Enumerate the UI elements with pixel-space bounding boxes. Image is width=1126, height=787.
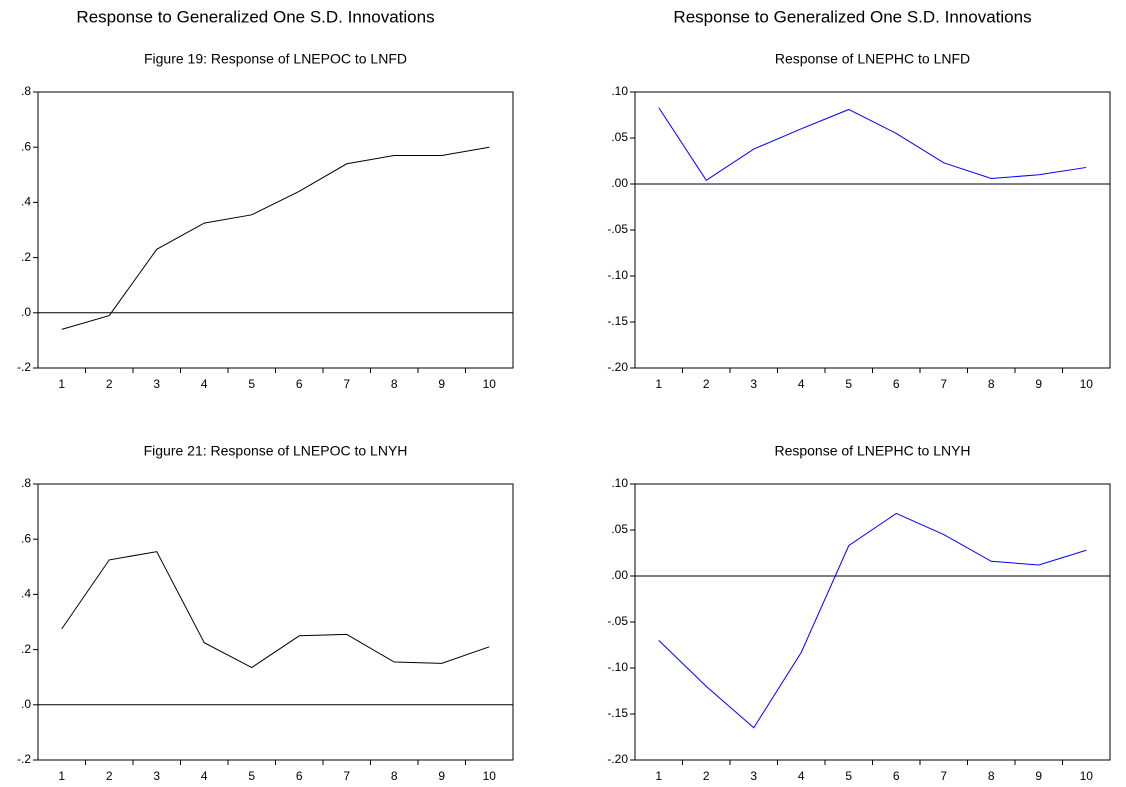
x-tick-label: 9 bbox=[1035, 769, 1042, 783]
y-tick-label: -.15 bbox=[607, 314, 628, 328]
x-tick-label: 9 bbox=[1035, 377, 1042, 391]
x-tick-label: 4 bbox=[201, 769, 208, 783]
y-tick-label: .6 bbox=[21, 531, 31, 545]
x-tick-label: 5 bbox=[845, 377, 852, 391]
line-series bbox=[658, 107, 1087, 182]
suptitle: Response to Generalized One S.D. Innovat… bbox=[76, 7, 434, 26]
x-tick-label: 3 bbox=[750, 377, 757, 391]
chart-title: Response of LNEPHC to LNFD bbox=[775, 51, 970, 67]
x-tick-label: 7 bbox=[343, 377, 350, 391]
y-tick-label: .6 bbox=[21, 139, 31, 153]
y-tick-label: .4 bbox=[21, 195, 31, 209]
x-tick-label: 10 bbox=[1080, 377, 1094, 391]
x-tick-label: 6 bbox=[296, 769, 303, 783]
x-tick-label: 2 bbox=[703, 377, 710, 391]
x-tick-label: 2 bbox=[106, 377, 113, 391]
x-tick-label: 6 bbox=[893, 769, 900, 783]
x-tick-label: 5 bbox=[248, 769, 255, 783]
line-series bbox=[658, 512, 1087, 729]
x-tick-label: 6 bbox=[893, 377, 900, 391]
x-tick-label: 1 bbox=[655, 769, 662, 783]
x-tick-label: 7 bbox=[940, 377, 947, 391]
chart-title: Figure 21: Response of LNEPOC to LNYH bbox=[144, 443, 408, 459]
x-tick-label: 4 bbox=[798, 377, 805, 391]
x-tick-label: 8 bbox=[391, 377, 398, 391]
x-tick-label: 3 bbox=[153, 377, 160, 391]
x-tick-label: 8 bbox=[391, 769, 398, 783]
x-tick-label: 5 bbox=[845, 769, 852, 783]
y-tick-label: .00 bbox=[611, 176, 628, 190]
x-tick-label: 10 bbox=[483, 377, 497, 391]
x-tick-label: 8 bbox=[988, 769, 995, 783]
x-tick-label: 10 bbox=[1080, 769, 1094, 783]
y-tick-label: .2 bbox=[21, 642, 31, 656]
plot-frame bbox=[37, 91, 514, 369]
chart-title: Figure 19: Response of LNEPOC to LNFD bbox=[144, 51, 407, 67]
plot-frame bbox=[634, 483, 1111, 761]
y-tick-label: .8 bbox=[21, 84, 31, 98]
y-tick-label: .2 bbox=[21, 250, 31, 264]
x-tick-label: 7 bbox=[940, 769, 947, 783]
y-tick-label: .0 bbox=[21, 305, 31, 319]
x-tick-label: 4 bbox=[201, 377, 208, 391]
y-tick-label: .05 bbox=[611, 522, 628, 536]
y-tick-label: .0 bbox=[21, 697, 31, 711]
y-tick-label: -.10 bbox=[607, 660, 628, 674]
y-tick-label: -.20 bbox=[607, 752, 628, 766]
y-tick-label: -.15 bbox=[607, 706, 628, 720]
x-tick-label: 5 bbox=[248, 377, 255, 391]
y-tick-label: -.10 bbox=[607, 268, 628, 282]
x-tick-label: 2 bbox=[703, 769, 710, 783]
y-tick-label: -.2 bbox=[17, 752, 31, 766]
x-tick-label: 3 bbox=[153, 769, 160, 783]
x-tick-label: 2 bbox=[106, 769, 113, 783]
x-tick-label: 10 bbox=[483, 769, 497, 783]
y-tick-label: .8 bbox=[21, 476, 31, 490]
suptitle: Response to Generalized One S.D. Innovat… bbox=[673, 7, 1031, 26]
y-tick-label: -.05 bbox=[607, 222, 628, 236]
y-tick-label: .05 bbox=[611, 130, 628, 144]
chart-title: Response of LNEPHC to LNYH bbox=[774, 443, 970, 459]
y-tick-label: .4 bbox=[21, 587, 31, 601]
x-tick-label: 7 bbox=[343, 769, 350, 783]
line-series bbox=[61, 146, 490, 330]
x-tick-label: 1 bbox=[58, 377, 65, 391]
plot-frame bbox=[37, 483, 514, 761]
x-tick-label: 1 bbox=[58, 769, 65, 783]
x-tick-label: 3 bbox=[750, 769, 757, 783]
x-tick-label: 4 bbox=[798, 769, 805, 783]
y-tick-label: -.20 bbox=[607, 360, 628, 374]
x-tick-label: 1 bbox=[655, 377, 662, 391]
y-tick-label: .10 bbox=[611, 84, 628, 98]
x-tick-label: 9 bbox=[438, 769, 445, 783]
plot-frame bbox=[634, 91, 1111, 369]
y-tick-label: .10 bbox=[611, 476, 628, 490]
x-tick-label: 8 bbox=[988, 377, 995, 391]
y-tick-label: -.05 bbox=[607, 614, 628, 628]
line-series bbox=[61, 551, 490, 669]
y-tick-label: .00 bbox=[611, 568, 628, 582]
x-tick-label: 9 bbox=[438, 377, 445, 391]
y-tick-label: -.2 bbox=[17, 360, 31, 374]
x-tick-label: 6 bbox=[296, 377, 303, 391]
